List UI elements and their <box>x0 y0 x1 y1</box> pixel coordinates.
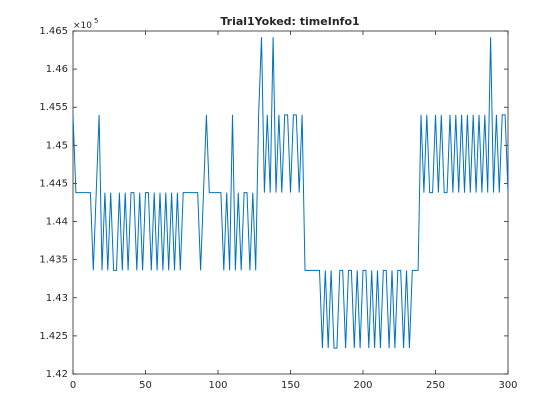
y-tick-label: 1.46 <box>46 64 68 75</box>
y-tick-label: 1.465 <box>39 26 68 37</box>
y-tick-label: 1.42 <box>46 369 68 380</box>
y-multiplier: ×10 <box>73 21 92 31</box>
x-tick-label: 150 <box>281 380 300 391</box>
y-tick-label: 1.44 <box>46 217 68 228</box>
y-tick-label: 1.445 <box>39 178 68 189</box>
y-tick-label: 1.43 <box>46 293 68 304</box>
x-tick-label: 100 <box>208 380 227 391</box>
y-tick-label: 1.435 <box>39 255 68 266</box>
data-line <box>72 37 509 349</box>
y-tick-label: 1.425 <box>39 331 68 342</box>
y-tick-label: 1.45 <box>46 140 68 151</box>
x-tick-label: 50 <box>139 380 152 391</box>
x-tick-label: 0 <box>70 380 76 391</box>
axes-box <box>72 30 509 375</box>
x-tick-label: 250 <box>426 380 445 391</box>
x-tick-label: 200 <box>353 380 372 391</box>
y-exponent: 5 <box>94 17 98 25</box>
x-tick-label: 300 <box>498 380 517 391</box>
chart-title: Trial1Yoked: timeInfo1 <box>220 15 359 28</box>
y-tick-label: 1.455 <box>39 102 68 113</box>
